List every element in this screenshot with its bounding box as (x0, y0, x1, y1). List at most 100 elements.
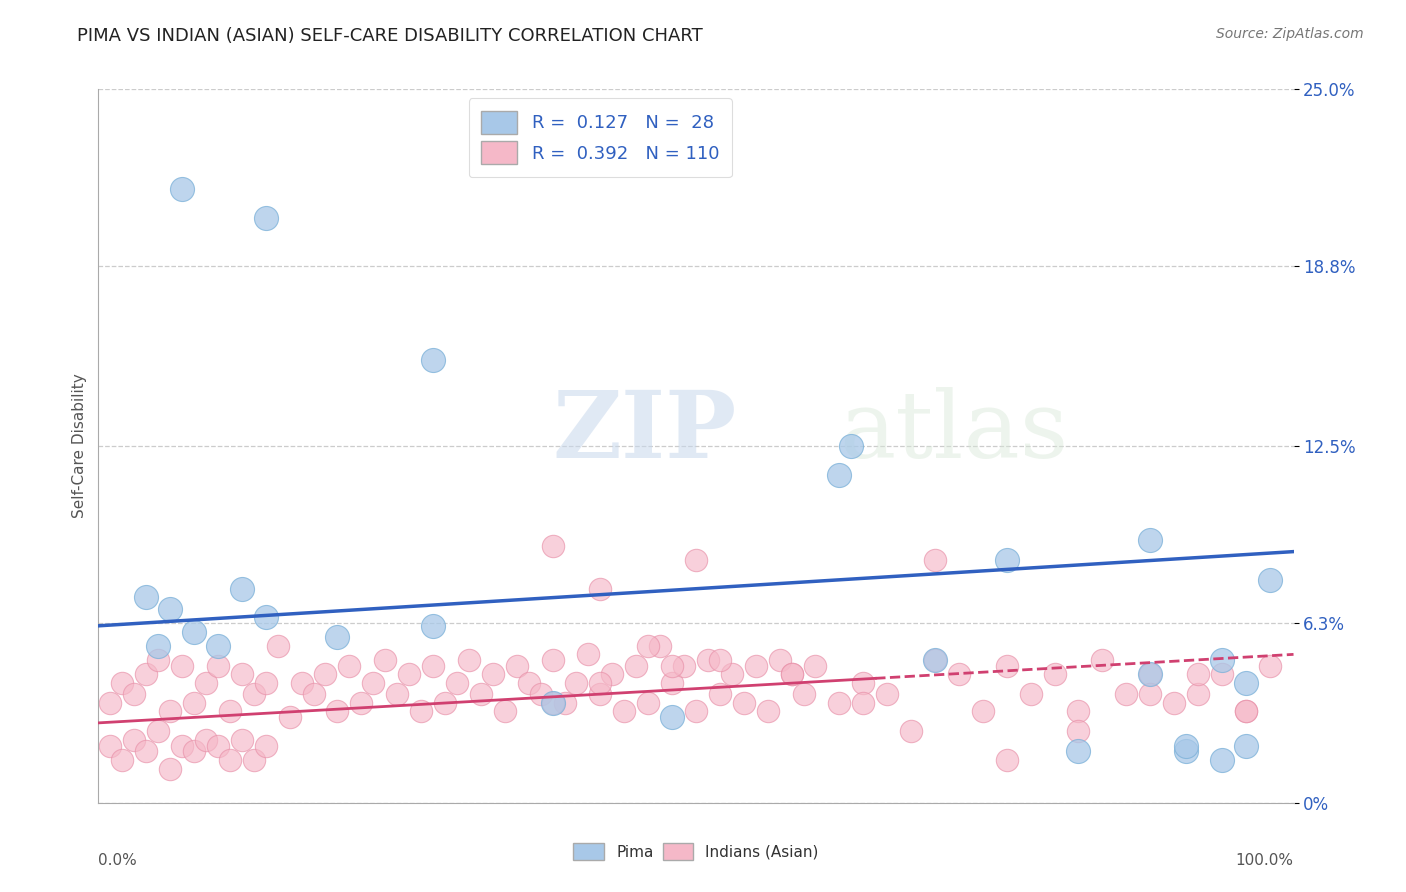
Point (1175, 739, 1198, 753)
Point (278, 710, 301, 724)
Point (195, 676, 218, 690)
Point (697, 653, 720, 667)
Point (1211, 753, 1233, 767)
Point (195, 733, 218, 747)
Point (1139, 533, 1161, 548)
Point (148, 653, 170, 667)
Point (1163, 696, 1185, 710)
Point (159, 705, 181, 719)
Point (530, 687, 553, 701)
Point (733, 696, 755, 710)
Point (172, 658, 194, 673)
Point (207, 639, 229, 653)
Point (1211, 667, 1233, 681)
Point (541, 653, 564, 667)
Point (374, 653, 396, 667)
Point (995, 658, 1018, 673)
Point (613, 705, 636, 719)
Point (852, 676, 875, 690)
Point (1115, 687, 1137, 701)
Point (183, 744, 205, 758)
Point (1211, 653, 1233, 667)
Point (804, 658, 827, 673)
Point (458, 653, 481, 667)
Text: atlas: atlas (839, 387, 1069, 476)
Point (411, 705, 433, 719)
Point (482, 667, 505, 681)
Point (183, 696, 205, 710)
Point (721, 667, 744, 681)
Point (398, 667, 420, 681)
Point (541, 696, 564, 710)
Point (841, 439, 863, 453)
Point (267, 639, 290, 653)
Point (148, 639, 170, 653)
Point (541, 696, 564, 710)
Point (589, 687, 612, 701)
Point (1067, 724, 1090, 739)
Point (948, 667, 970, 681)
Point (254, 610, 277, 624)
Point (1175, 744, 1198, 758)
Point (924, 653, 946, 667)
Point (506, 658, 529, 673)
Point (673, 658, 696, 673)
Point (541, 539, 564, 553)
Point (446, 676, 468, 690)
Point (422, 619, 444, 633)
Point (828, 696, 851, 710)
Point (124, 733, 146, 747)
Point (219, 753, 242, 767)
Point (972, 705, 994, 719)
Text: ZIP: ZIP (553, 387, 737, 476)
Point (1067, 744, 1090, 758)
Point (243, 753, 266, 767)
Point (995, 553, 1018, 567)
Point (1234, 676, 1257, 690)
Point (231, 667, 253, 681)
Point (254, 739, 277, 753)
Point (1234, 705, 1257, 719)
Point (339, 658, 361, 673)
Point (685, 553, 707, 567)
Point (159, 601, 181, 615)
Point (1139, 687, 1161, 701)
Point (626, 658, 648, 673)
Point (1139, 667, 1161, 681)
Point (745, 658, 768, 673)
Y-axis label: Self-Care Disability: Self-Care Disability (72, 374, 87, 518)
Point (554, 696, 576, 710)
Point (828, 467, 851, 482)
Point (98, 739, 122, 753)
Point (756, 705, 779, 719)
Point (111, 676, 134, 690)
Point (793, 687, 815, 701)
Point (685, 705, 707, 719)
Point (1019, 687, 1042, 701)
Point (924, 653, 946, 667)
Text: 0.0%: 0.0% (98, 853, 138, 868)
Point (231, 582, 253, 596)
Point (254, 676, 277, 690)
Point (422, 658, 444, 673)
Point (1187, 667, 1209, 681)
Point (315, 667, 337, 681)
Point (243, 687, 266, 701)
Point (637, 639, 659, 653)
Point (650, 639, 672, 653)
Point (363, 676, 385, 690)
Point (350, 696, 373, 710)
Point (422, 353, 444, 368)
Point (231, 733, 253, 747)
Point (517, 676, 540, 690)
Point (434, 696, 457, 710)
Point (183, 624, 205, 639)
Point (709, 687, 731, 701)
Point (135, 591, 157, 605)
Point (1234, 705, 1257, 719)
Point (385, 687, 409, 701)
Text: 100.0%: 100.0% (1236, 853, 1294, 868)
Point (1234, 739, 1257, 753)
Point (661, 658, 683, 673)
Point (900, 724, 922, 739)
